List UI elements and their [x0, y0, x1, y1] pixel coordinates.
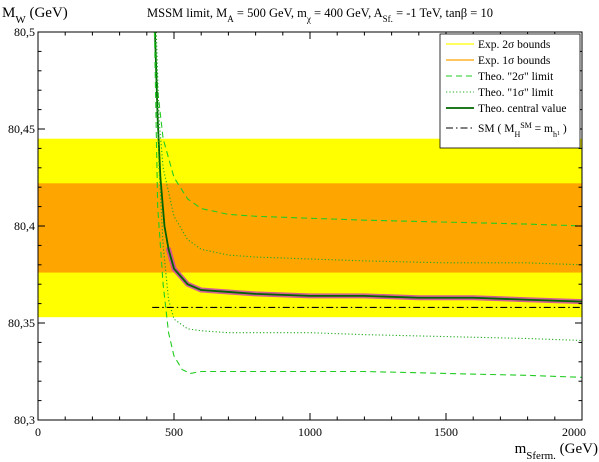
- ticks-layer: 0 500 1000 1500 2000 80,3 80,35 80,4 80,45 80,5: [8, 25, 586, 439]
- chart-title: MSSM limit, MA = 500 GeV, mχ = 400 GeV, …: [147, 6, 493, 24]
- legend-label-theo-central-value: Theo. central value: [478, 103, 566, 115]
- y-tick-label: 80,3: [14, 413, 35, 427]
- x-tick-label: 1500: [434, 425, 458, 439]
- legend-label-theo-2-limit: Theo. "2σ" limit: [478, 71, 554, 83]
- x-axis-title: mSferm. (GeV): [515, 441, 598, 462]
- x-tick-label: 2000: [562, 425, 586, 439]
- series-line-theo-1-limit-1: [155, 32, 582, 266]
- legend-label-exp-1-bounds: Exp. 1σ bounds: [478, 55, 551, 67]
- band-exp-1-bounds: [38, 183, 582, 273]
- x-tick-label: 500: [165, 425, 183, 439]
- legend-box: [439, 33, 581, 149]
- y-tick-label: 80,45: [8, 122, 35, 136]
- series-line-theo-central-value-2: [154, 32, 582, 303]
- series-layer: [152, 32, 582, 378]
- legend-entry-sm: SM ( MHSM = mh1 ): [446, 121, 567, 139]
- series-line-theo-2-limit-4: [153, 32, 582, 378]
- series-line-theo-2-limit-0: [154, 32, 582, 227]
- y-tick-label: 80,4: [14, 219, 35, 233]
- legend-label-theo-1-limit: Theo. "1σ" limit: [478, 87, 554, 99]
- x-tick-label: 0: [35, 425, 41, 439]
- legend-entries: Exp. 2σ bounds Exp. 1σ bounds Theo. "2σ" l…: [446, 39, 566, 115]
- y-axis-title: MW (GeV): [2, 5, 68, 26]
- y-tick-label: 80,5: [14, 25, 35, 39]
- y-tick-label: 80,35: [8, 316, 35, 330]
- x-tick-label: 1000: [298, 425, 322, 439]
- band-layer: [38, 138, 582, 318]
- legend: Exp. 2σ bounds Exp. 1σ bounds Theo. "2σ" l…: [439, 33, 581, 149]
- legend-label-sm: SM ( MHSM = mh1 ): [478, 121, 567, 139]
- legend-label-exp-2-bounds: Exp. 2σ bounds: [478, 39, 551, 51]
